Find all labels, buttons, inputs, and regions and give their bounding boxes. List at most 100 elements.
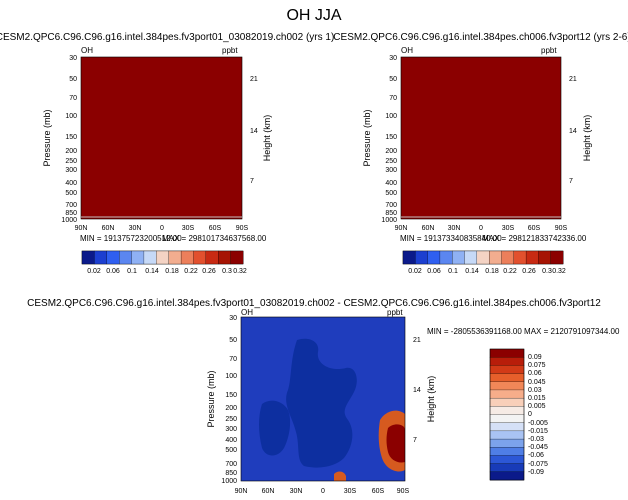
y-tick-label: 250: [385, 158, 397, 165]
colorbar-swatch: [489, 365, 525, 375]
panel-top-left: CESM2.QPC6.C96.C96.g16.intel.384pes.fv3p…: [0, 32, 334, 275]
y-tick-label: 850: [225, 470, 237, 477]
x-tick-label: 30N: [129, 225, 142, 232]
y-tick-label: 1000: [381, 217, 397, 224]
colorbar-swatch: [550, 250, 564, 265]
colorbar-tick-label: 0.18: [485, 268, 499, 275]
x-ticks: 90N 60N 30N 0 30S 60S 90S: [395, 225, 568, 232]
colorbar-swatch: [489, 463, 525, 473]
x-tick-label: 0: [479, 225, 483, 232]
x-tick-label: 60N: [422, 225, 435, 232]
y-tick-label: 850: [65, 210, 77, 217]
y-right-tick-label: 7: [413, 437, 417, 444]
y-tick-label: 200: [385, 148, 397, 155]
y-right-tick-label: 7: [569, 178, 573, 185]
y-axis-label: Pressure (mb): [42, 109, 52, 166]
y-tick-label: 50: [389, 76, 397, 83]
colorbar-tick-label: 0.06: [106, 268, 120, 275]
colorbar-tick-label: 0.03: [528, 387, 542, 394]
colorbar-tick-label: 0.09: [528, 354, 542, 361]
colorbar-tick-label: 0.02: [87, 268, 101, 275]
y-right-tick-label: 7: [250, 178, 254, 185]
colorbar-swatch: [402, 250, 416, 265]
colorbar-swatch: [489, 357, 525, 366]
panel-title: CESM2.QPC6.C96.C96.g16.intel.384pes.fv3p…: [0, 32, 334, 43]
colorbar-tick-label: 0.32: [233, 268, 247, 275]
y-right-tick-label: 21: [250, 76, 258, 83]
colorbar-tick-label: 0.26: [522, 268, 536, 275]
colorbar-swatch: [205, 250, 219, 265]
y-tick-label: 50: [229, 337, 237, 344]
contour-region: [386, 424, 405, 463]
x-tick-label: 0: [321, 488, 325, 495]
colorbar-tick-label: 0.3: [542, 268, 552, 275]
corner-right-label: ppbt: [387, 308, 403, 317]
colorbar-tick-label: 0.14: [465, 268, 479, 275]
colorbar-tick-label: 0.3: [222, 268, 232, 275]
x-tick-label: 30N: [448, 225, 461, 232]
colorbar-swatch: [488, 250, 502, 265]
colorbar-ticks: 0.09 0.075 0.06 0.045 0.03 0.015 0.005 0…: [528, 354, 548, 476]
y-ticks: 30 50 70 100 150 200 250 300 400 500 700…: [221, 315, 237, 485]
colorbar-tick-label: 0.1: [127, 268, 137, 275]
panel-title: CESM2.QPC6.C96.C96.g16.intel.384pes.ch00…: [333, 32, 628, 43]
colorbar-swatch: [538, 250, 552, 265]
colorbar-swatch: [415, 250, 429, 265]
colorbar-swatch: [427, 250, 441, 265]
colorbar-tick-label: -0.06: [528, 452, 544, 459]
y-tick-label: 1000: [221, 478, 237, 485]
corner-left-label: OH: [81, 46, 93, 55]
y-right-tick-label: 21: [413, 337, 421, 344]
y-tick-label: 50: [69, 76, 77, 83]
y-tick-label: 1000: [61, 217, 77, 224]
colorbar-swatch: [513, 250, 527, 265]
colorbar-tick-label: -0.03: [528, 436, 544, 443]
min-label: MIN = 191375723200512.00: [80, 234, 182, 243]
y-ticks: 30 50 70 100 150 200 250 300 400 500 700…: [381, 55, 397, 224]
plot-area: [80, 56, 243, 220]
y-tick-label: 70: [229, 356, 237, 363]
y-right-tick-label: 14: [569, 128, 577, 135]
colorbar-tick-label: 0.32: [552, 268, 566, 275]
y-axis-right-label: Height (km): [582, 115, 592, 162]
colorbar-swatches: [489, 348, 525, 481]
colorbar-swatch: [489, 373, 525, 383]
y-right-tick-label: 21: [569, 76, 577, 83]
y-tick-label: 100: [385, 113, 397, 120]
colorbar-tick-label: 0.06: [528, 370, 542, 377]
colorbar-swatch: [180, 250, 194, 265]
x-ticks: 90N 60N 30N 0 30S 60S 90S: [235, 488, 410, 495]
colorbar-swatch: [489, 348, 525, 358]
x-tick-label: 30S: [182, 225, 195, 232]
colorbar-swatch: [439, 250, 453, 265]
colorbar-swatch: [489, 389, 525, 399]
y-tick-label: 30: [69, 55, 77, 62]
y-tick-label: 100: [225, 373, 237, 380]
colorbar-swatch: [94, 250, 108, 265]
max-label: MAX = 298121833742336.00: [482, 234, 587, 243]
colorbar-tick-label: 0: [528, 411, 532, 418]
y-axis-label: Pressure (mb): [206, 370, 216, 427]
colorbar-tick-label: 0.18: [165, 268, 179, 275]
y-tick-label: 300: [385, 167, 397, 174]
colorbar-swatches: [402, 250, 564, 265]
colorbar-tick-label: 0.075: [528, 362, 546, 369]
colorbar-tick-label: 0.26: [202, 268, 216, 275]
y-tick-label: 300: [225, 426, 237, 433]
x-tick-label: 90S: [555, 225, 568, 232]
x-tick-label: 0: [160, 225, 164, 232]
y-tick-label: 500: [385, 190, 397, 197]
y-ticks: 30 50 70 100 150 200 250 300 400 500 700…: [61, 55, 77, 224]
y-right-ticks: 21 14 7: [569, 76, 577, 185]
colorbar-tick-label: 0.06: [427, 268, 441, 275]
plot-area: [240, 316, 406, 482]
colorbar-swatches: [81, 250, 244, 265]
colorbar-swatch: [464, 250, 478, 265]
colorbar-swatch: [489, 381, 525, 391]
colorbar-swatch: [452, 250, 465, 265]
x-tick-label: 90N: [235, 488, 248, 495]
colorbar-tick-label: 0.22: [503, 268, 517, 275]
y-tick-label: 200: [65, 148, 77, 155]
panel-title: CESM2.QPC6.C96.C96.g16.intel.384pes.fv3p…: [27, 298, 601, 309]
colorbar-swatch: [489, 397, 525, 407]
